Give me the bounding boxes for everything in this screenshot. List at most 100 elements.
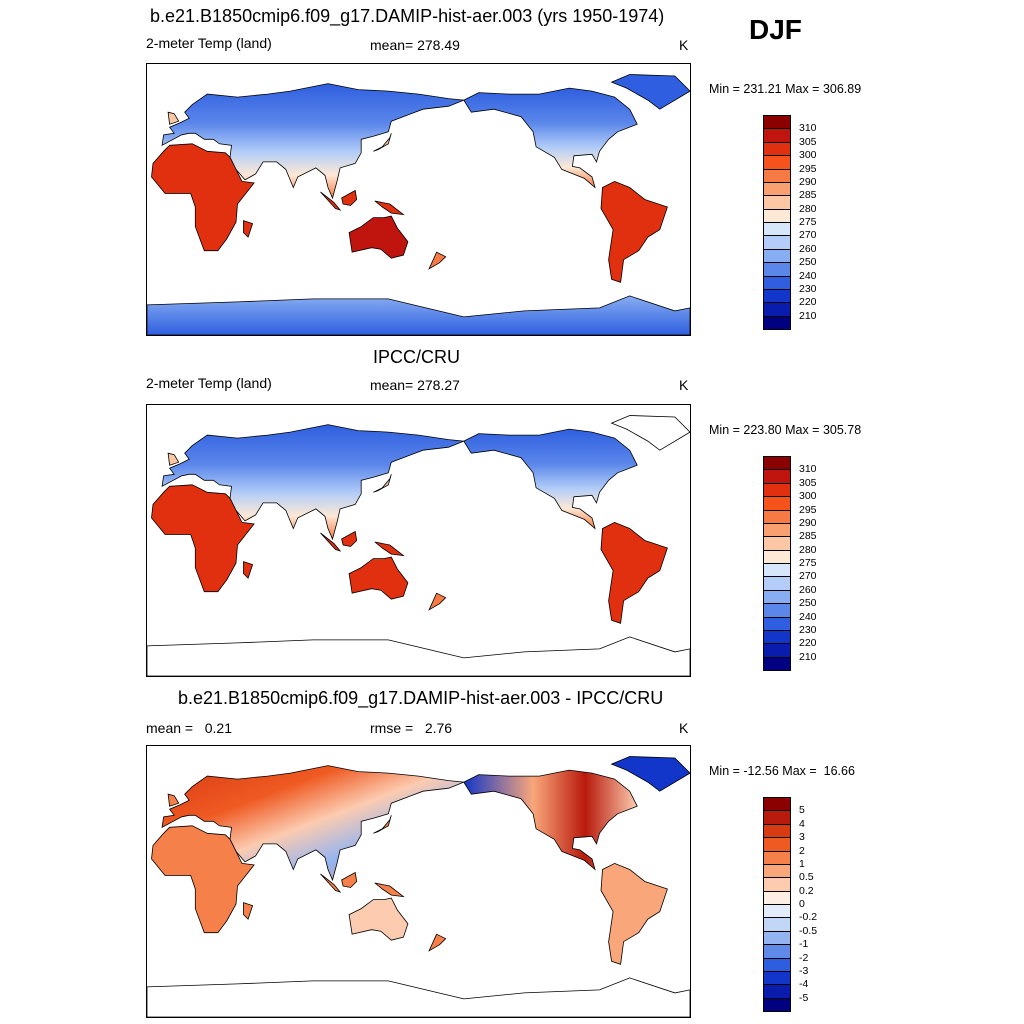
panel-3-title: b.e21.B1850cmip6.f09_g17.DAMIP-hist-aer.… — [178, 688, 664, 708]
land-antarctica — [147, 636, 690, 676]
land-indonesia2 — [341, 871, 358, 888]
colorbar-box — [763, 603, 791, 618]
colorbar-box — [763, 957, 791, 972]
panel-2-minmax: Min = 223.80 Max = 305.78 — [709, 423, 862, 437]
colorbar-tick-label: 210 — [799, 650, 817, 663]
colorbar-tick-label: 275 — [799, 557, 817, 569]
land-antarctica — [147, 295, 690, 335]
panel-3-colorbar: 5 4 3 2 1 0.5 0.2 0 -0.2 -0.5 -1 -2 -3 -4 -5 — [763, 797, 817, 1012]
colorbar-box — [763, 629, 791, 645]
colorbar-box — [763, 944, 791, 959]
colorbar-tick-label: 270 — [799, 229, 817, 242]
land-nz — [428, 933, 447, 952]
panel-2-title: IPCC/CRU — [373, 347, 461, 367]
colorbar-box — [763, 248, 791, 264]
colorbar-tick-label: -0.2 — [799, 911, 818, 924]
colorbar-tick-label: 210 — [799, 309, 817, 322]
land-japan — [373, 474, 392, 493]
colorbar-tick-label: 285 — [799, 189, 817, 202]
colorbar-box — [763, 917, 791, 932]
colorbar-box — [763, 536, 791, 551]
colorbar-tick-label: 260 — [799, 583, 817, 596]
land-japan — [373, 815, 392, 834]
land-indonesia2 — [341, 189, 358, 206]
land-japan — [373, 133, 392, 152]
land-indonesia2 — [341, 530, 358, 547]
colorbar-box — [763, 656, 791, 671]
colorbar-box — [763, 823, 791, 839]
land-indonesia1 — [320, 532, 342, 552]
colorbar-tick-label: -1 — [799, 938, 809, 951]
land-madagascar — [243, 902, 254, 920]
land-nz — [428, 251, 447, 270]
colorbar-tick-label: 310 — [799, 122, 817, 135]
colorbar-tick-label: 0.5 — [799, 871, 814, 884]
colorbar-box — [763, 984, 791, 999]
colorbar-tick-label: 0.2 — [799, 884, 814, 897]
colorbar-tick-label: 280 — [799, 543, 817, 556]
colorbar-tick-label: 240 — [799, 269, 817, 282]
colorbar-box — [763, 589, 791, 605]
colorbar-box — [763, 155, 791, 170]
colorbar-tick-label: 285 — [799, 530, 817, 543]
land-greenland — [610, 74, 690, 110]
colorbar-box — [763, 810, 791, 825]
colorbar-tick-label: 260 — [799, 242, 817, 255]
colorbar-tick-label: -0.5 — [799, 924, 818, 937]
colorbar-box — [763, 904, 791, 919]
colorbar-box — [763, 863, 791, 879]
colorbar-box — [763, 837, 791, 852]
colorbar-tick-label: 275 — [799, 216, 817, 228]
panel-1-mean-label: mean= 278.49 — [370, 37, 460, 53]
colorbar-tick-label: 250 — [799, 256, 817, 269]
colorbar-box — [763, 576, 791, 591]
colorbar-tick-label: 290 — [799, 175, 817, 188]
land-greenland — [610, 756, 690, 792]
colorbar-tick-label: 230 — [799, 623, 817, 636]
land-samerica — [600, 521, 668, 624]
land-madagascar — [243, 220, 254, 238]
land-namerica — [463, 428, 638, 530]
colorbar-tick-label: 250 — [799, 597, 817, 610]
colorbar-tick-label: 0 — [799, 898, 805, 910]
colorbar-box — [763, 195, 791, 210]
colorbar-tick-label: 4 — [799, 817, 805, 830]
colorbar-box — [763, 496, 791, 511]
colorbar-tick-label: -2 — [799, 951, 809, 964]
colorbar-box — [763, 208, 791, 223]
colorbar-tick-label: -5 — [799, 991, 809, 1004]
colorbar-box — [763, 877, 791, 892]
colorbar-box — [763, 469, 791, 484]
colorbar-tick-label: 305 — [799, 135, 817, 148]
panel-3-minmax: Min = -12.56 Max = 16.66 — [709, 764, 855, 778]
panel-1-map — [146, 63, 691, 336]
land-africa — [151, 825, 255, 934]
panel-1-units-label: K — [679, 37, 689, 53]
colorbar-tick-label: 310 — [799, 463, 817, 476]
colorbar-tick-label: 220 — [799, 296, 817, 309]
colorbar-box — [763, 616, 791, 631]
colorbar-box — [763, 456, 791, 471]
panel-1-variable-label: 2-meter Temp (land) — [146, 35, 272, 51]
land-australia — [348, 556, 409, 600]
colorbar-box — [763, 275, 791, 290]
colorbar-tick-label: 295 — [799, 162, 817, 175]
colorbar-box — [763, 890, 791, 905]
land-namerica — [463, 87, 638, 189]
land-uk — [167, 111, 180, 125]
land-indonesia1 — [320, 191, 342, 211]
colorbar-box — [763, 262, 791, 277]
panel-1-minmax: Min = 231.21 Max = 306.89 — [709, 82, 862, 96]
land-greenland — [610, 415, 690, 451]
colorbar-tick-label: 230 — [799, 282, 817, 295]
colorbar-tick-label: 1 — [799, 857, 805, 870]
colorbar-box — [763, 930, 791, 946]
panel-3-units-label: K — [679, 720, 689, 736]
land-indonesia3 — [374, 200, 405, 216]
colorbar-box — [763, 997, 791, 1012]
colorbar-tick-label: 305 — [799, 476, 817, 489]
colorbar-box — [763, 970, 791, 986]
colorbar-tick-label: -3 — [799, 964, 809, 977]
colorbar-box — [763, 302, 791, 317]
colorbar-box — [763, 482, 791, 498]
